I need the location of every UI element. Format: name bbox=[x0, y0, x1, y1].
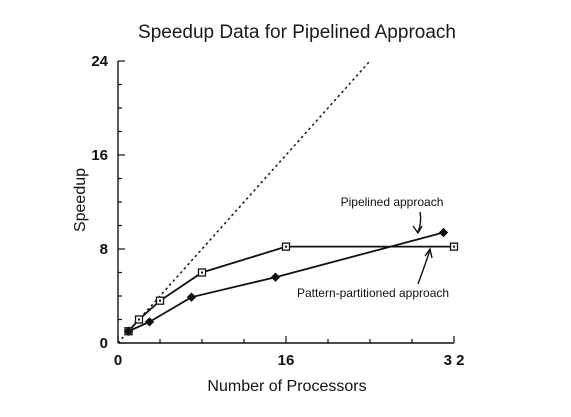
data-point-square-dot bbox=[138, 318, 140, 321]
y-tick-label: 8 bbox=[100, 241, 108, 258]
x-tick-label: 3 2 bbox=[444, 352, 465, 369]
annotation-pattern-partitioned: Pattern-partitioned approach bbox=[297, 286, 449, 300]
data-point-diamond bbox=[270, 272, 281, 282]
y-tick-label: 24 bbox=[91, 53, 108, 70]
x-tick-label: 16 bbox=[278, 352, 295, 369]
arrow-pattern-partitioned bbox=[417, 249, 431, 285]
ideal-speedup-line bbox=[117, 60, 371, 344]
x-tick-label: 0 bbox=[114, 352, 122, 369]
series-0 bbox=[124, 242, 459, 336]
series-group bbox=[123, 227, 459, 336]
arrowhead-pattern-partitioned bbox=[424, 247, 433, 259]
axes: 0 8 16 24 0 16 3 2 bbox=[91, 53, 464, 369]
annotation-pipelined: Pipelined approach bbox=[341, 195, 444, 209]
ideal-line-path bbox=[117, 60, 371, 344]
series-1 bbox=[123, 227, 449, 336]
data-point-square-dot bbox=[285, 245, 287, 248]
data-point-square-dot bbox=[201, 271, 203, 274]
data-point-square-dot bbox=[159, 299, 161, 302]
chart-title: Speedup Data for Pipelined Approach bbox=[138, 22, 456, 43]
y-tick-label: 0 bbox=[100, 335, 108, 352]
arrowhead-pipelined bbox=[412, 225, 423, 235]
y-tick-label: 16 bbox=[91, 147, 108, 164]
data-point-diamond bbox=[123, 326, 134, 336]
data-point-diamond bbox=[144, 317, 155, 327]
arrow-pipelined bbox=[417, 211, 422, 233]
data-point-diamond bbox=[186, 292, 197, 302]
y-axis-label: Speedup bbox=[72, 168, 89, 232]
data-point-diamond bbox=[438, 227, 449, 238]
annotations: Pipelined approach Pattern-partitioned ap… bbox=[297, 195, 449, 300]
data-point-square-dot bbox=[453, 245, 455, 248]
x-axis-label: Number of Processors bbox=[207, 378, 366, 395]
